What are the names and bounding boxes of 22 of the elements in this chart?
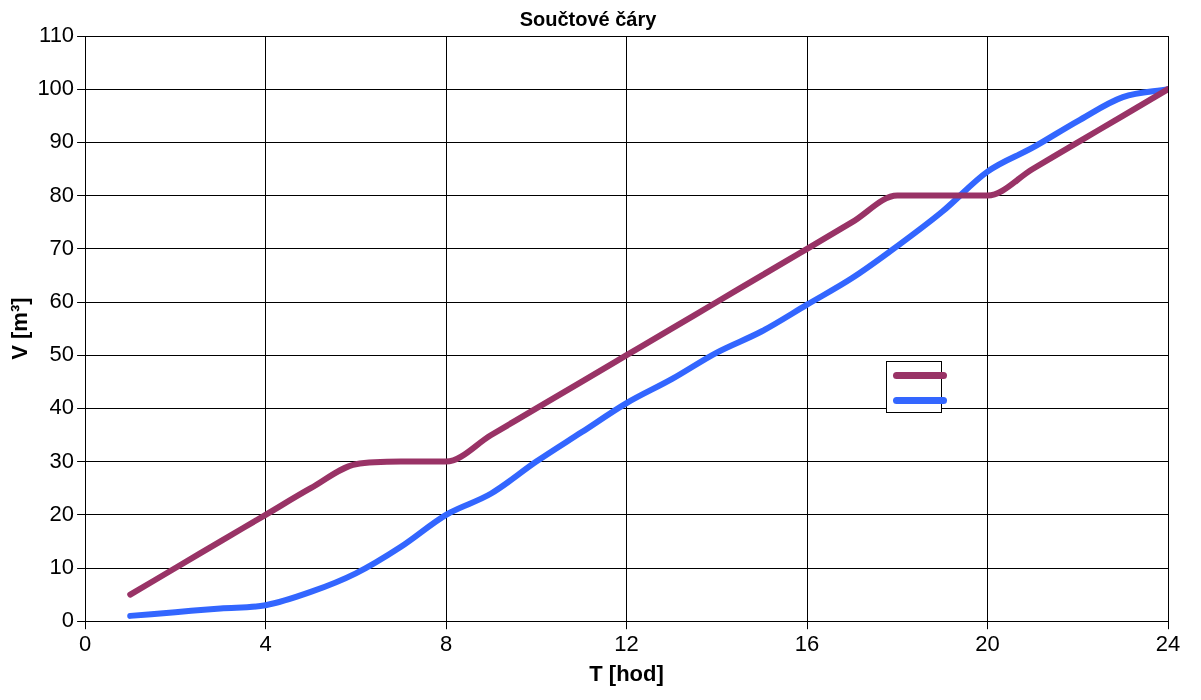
y-tick-label: 110 (39, 22, 75, 48)
x-tick-label: 4 (259, 631, 272, 657)
y-tick-label: 40 (49, 394, 75, 420)
chart-title: Součtové čáry (519, 7, 658, 30)
y-tick-label: 70 (49, 234, 75, 260)
y-tick-label: 60 (49, 288, 75, 314)
x-tick-label: 20 (975, 631, 1000, 657)
x-tick-label: 24 (1155, 631, 1181, 657)
y-tick-label: 90 (49, 128, 75, 154)
y-tick-label: 100 (37, 75, 75, 101)
y-tick-label: 20 (49, 500, 75, 526)
y-tick-label: 0 (61, 607, 75, 633)
x-tick-label: 0 (78, 631, 92, 657)
y-tick-label: 80 (49, 181, 75, 207)
x-tick-label: 16 (794, 631, 820, 657)
y-tick-label: 50 (49, 341, 75, 367)
y-tick-label: 30 (49, 447, 75, 473)
x-tick-label: 12 (614, 631, 639, 657)
x-axis-title: T [hod] (589, 660, 664, 686)
x-tick-label: 8 (439, 631, 453, 657)
y-tick-label: 10 (49, 554, 75, 580)
y-axis-title: V [m³] (7, 297, 33, 360)
